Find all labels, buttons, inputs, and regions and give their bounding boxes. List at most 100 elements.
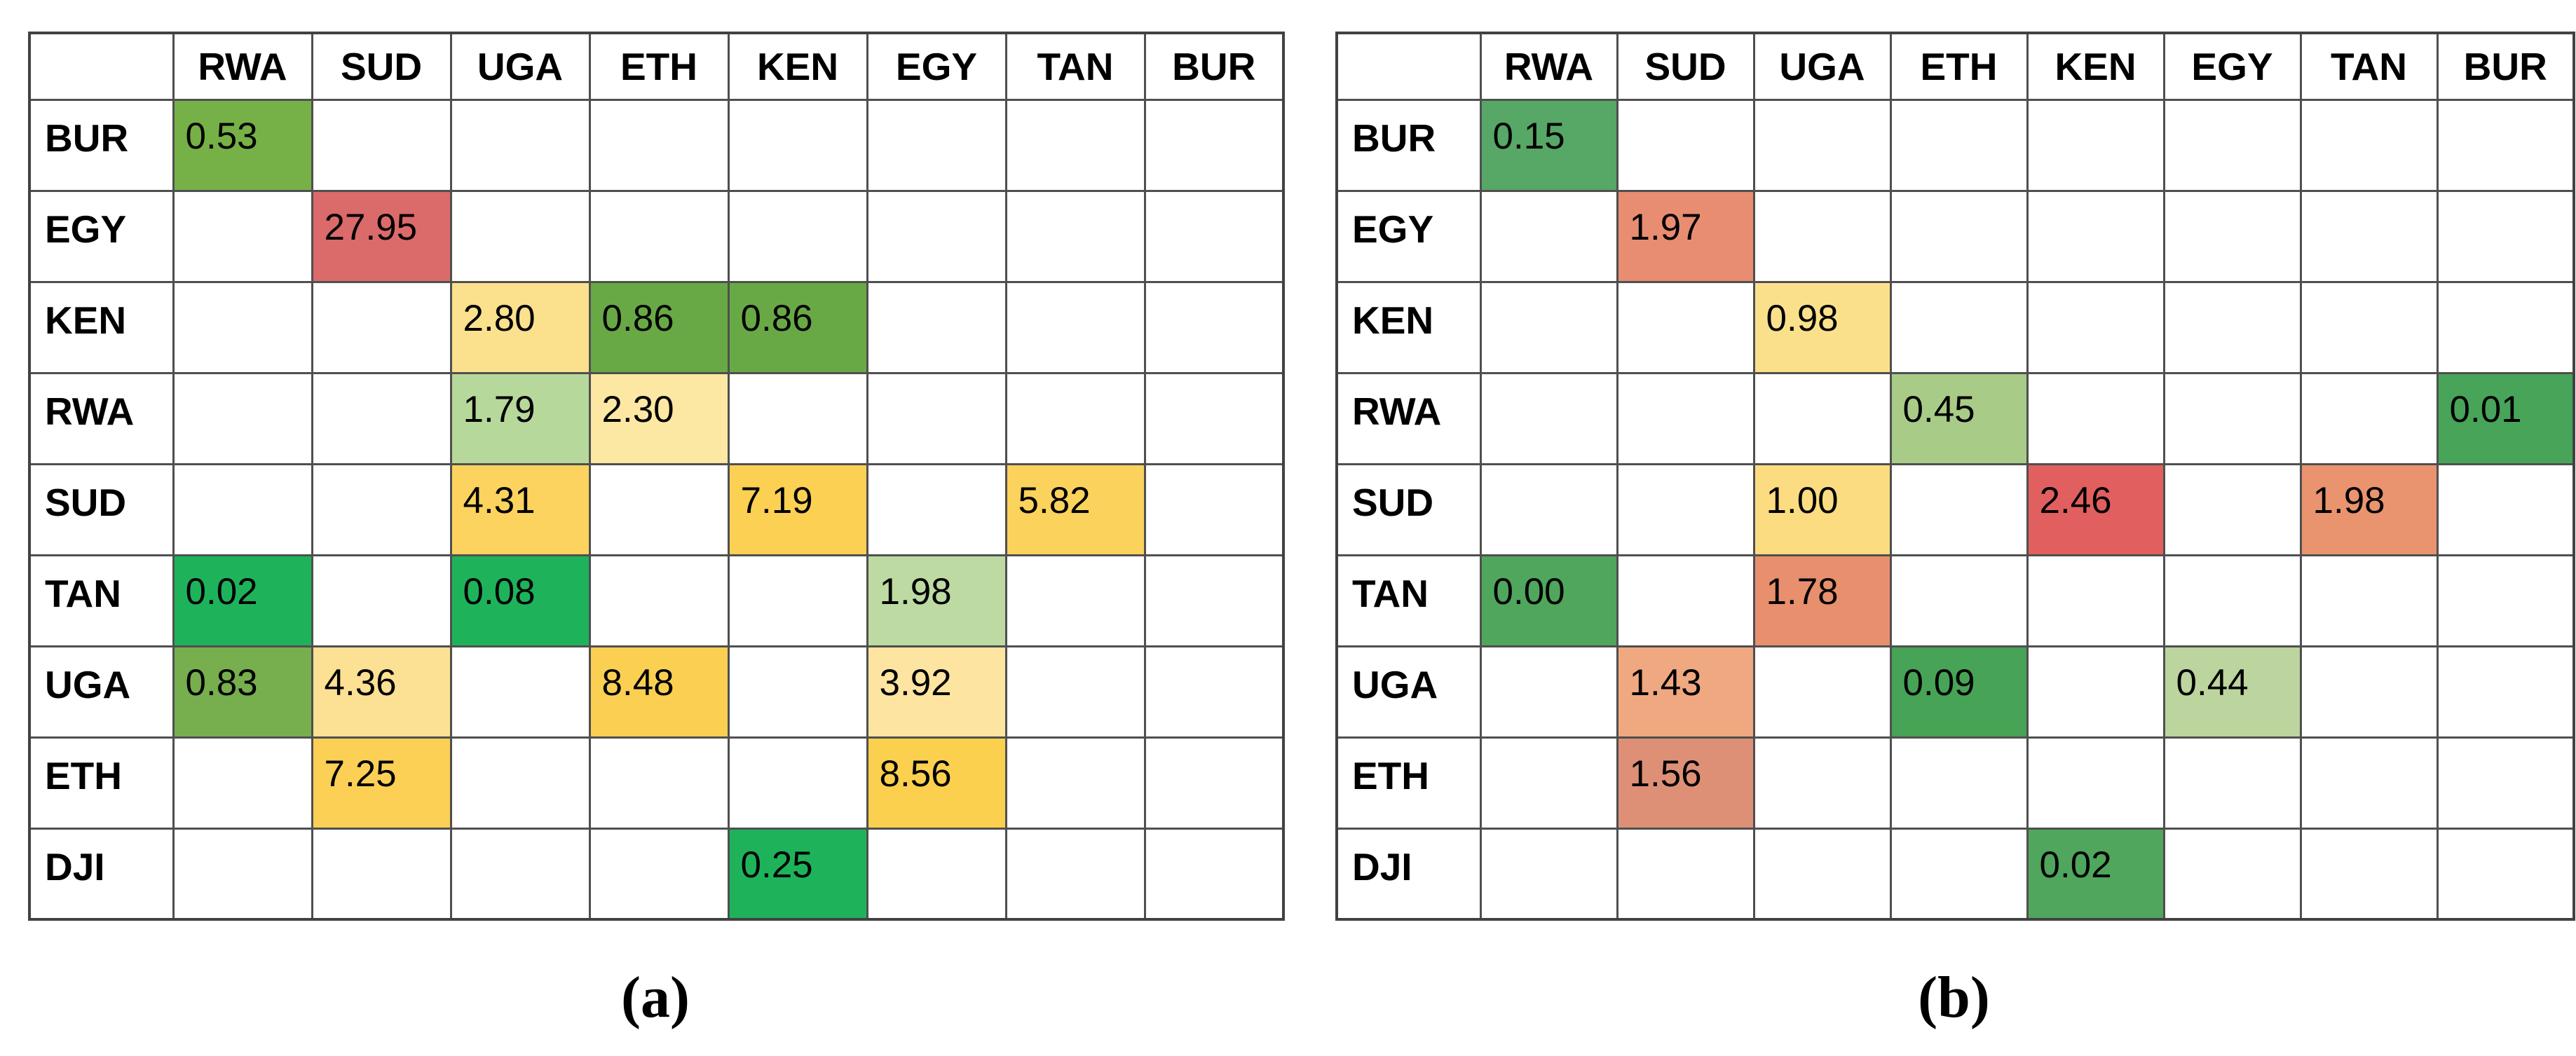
cell-ETH-BUR-empty <box>1143 736 1285 830</box>
cell-KEN-KEN: 0.86 <box>727 280 868 374</box>
cell-SUD-KEN: 7.19 <box>727 462 868 556</box>
table-row-EGY: EGY 27.95 <box>28 189 1285 283</box>
corner-cell <box>1335 32 1482 101</box>
col-header-SUD: SUD <box>1616 32 1755 101</box>
cell-TAN-KEN-empty <box>727 554 868 647</box>
row-header-DJI: DJI <box>1335 827 1482 921</box>
cell-UGA-KEN-empty <box>727 645 868 739</box>
cell-EGY-EGY-empty <box>2162 189 2302 283</box>
cell-BUR-TAN-empty <box>1004 98 1146 192</box>
cell-TAN-EGY: 1.98 <box>866 554 1007 647</box>
cell-UGA-RWA: 0.83 <box>172 645 313 739</box>
cell-UGA-TAN-empty <box>1004 645 1146 739</box>
row-header-KEN: KEN <box>28 280 175 374</box>
row-header-BUR: BUR <box>1335 98 1482 192</box>
cell-KEN-BUR-empty <box>2436 280 2575 374</box>
heatmap-table-b: RWA SUD UGA ETH KEN EGY TAN BUR BUR 0.15 EGY 1.97 KE… <box>1335 32 2575 921</box>
cell-DJI-RWA-empty <box>1479 827 1618 921</box>
cell-DJI-SUD-empty <box>311 827 452 921</box>
cell-DJI-SUD-empty <box>1616 827 1755 921</box>
cell-BUR-ETH-empty <box>588 98 730 192</box>
cell-ETH-UGA-empty <box>449 736 591 830</box>
cell-UGA-BUR-empty <box>2436 645 2575 739</box>
row-header-ETH: ETH <box>1335 736 1482 830</box>
table-row-DJI: DJI 0.25 <box>28 827 1285 921</box>
cell-TAN-ETH-empty <box>1889 554 2029 647</box>
table-row-KEN: KEN 0.98 <box>1335 280 2575 374</box>
cell-ETH-UGA-empty <box>1752 736 1892 830</box>
header-row: RWA SUD UGA ETH KEN EGY TAN BUR <box>1335 32 2575 101</box>
cell-ETH-ETH-empty <box>588 736 730 830</box>
cell-TAN-TAN-empty <box>1004 554 1146 647</box>
cell-TAN-EGY-empty <box>2162 554 2302 647</box>
table-row-DJI: DJI 0.02 <box>1335 827 2575 921</box>
cell-EGY-SUD: 27.95 <box>311 189 452 283</box>
cell-RWA-TAN-empty <box>1004 371 1146 465</box>
cell-UGA-UGA-empty <box>449 645 591 739</box>
row-header-EGY: EGY <box>28 189 175 283</box>
cell-SUD-TAN: 1.98 <box>2299 462 2439 556</box>
cell-DJI-EGY-empty <box>2162 827 2302 921</box>
table-row-KEN: KEN 2.80 0.86 0.86 <box>28 280 1285 374</box>
cell-UGA-BUR-empty <box>1143 645 1285 739</box>
cell-DJI-BUR-empty <box>1143 827 1285 921</box>
cell-EGY-RWA-empty <box>1479 189 1618 283</box>
heatmap-table-a: RWA SUD UGA ETH KEN EGY TAN BUR BUR 0.53 EGY 27.95 K… <box>28 32 1285 921</box>
cell-SUD-TAN: 5.82 <box>1004 462 1146 556</box>
cell-TAN-BUR-empty <box>1143 554 1285 647</box>
cell-UGA-ETH: 0.09 <box>1889 645 2029 739</box>
cell-EGY-EGY-empty <box>866 189 1007 283</box>
col-header-UGA: UGA <box>1752 32 1892 101</box>
cell-EGY-BUR-empty <box>2436 189 2575 283</box>
cell-BUR-UGA-empty <box>1752 98 1892 192</box>
row-header-ETH: ETH <box>28 736 175 830</box>
cell-SUD-RWA-empty <box>172 462 313 556</box>
cell-SUD-RWA-empty <box>1479 462 1618 556</box>
cell-SUD-BUR-empty <box>2436 462 2575 556</box>
caption-b: (b) <box>1918 965 1990 1030</box>
cell-KEN-SUD-empty <box>1616 280 1755 374</box>
cell-ETH-KEN-empty <box>727 736 868 830</box>
cell-BUR-KEN-empty <box>2026 98 2165 192</box>
cell-RWA-BUR: 0.01 <box>2436 371 2575 465</box>
table-row-BUR: BUR 0.15 <box>1335 98 2575 192</box>
cell-EGY-SUD: 1.97 <box>1616 189 1755 283</box>
cell-EGY-UGA-empty <box>449 189 591 283</box>
table-row-BUR: BUR 0.53 <box>28 98 1285 192</box>
cell-KEN-ETH: 0.86 <box>588 280 730 374</box>
cell-RWA-EGY-empty <box>2162 371 2302 465</box>
table-row-TAN: TAN 0.02 0.08 1.98 <box>28 554 1285 647</box>
cell-KEN-EGY-empty <box>2162 280 2302 374</box>
cell-UGA-EGY: 3.92 <box>866 645 1007 739</box>
cell-ETH-EGY-empty <box>2162 736 2302 830</box>
cell-SUD-SUD-empty <box>1616 462 1755 556</box>
cell-TAN-SUD-empty <box>1616 554 1755 647</box>
cell-SUD-ETH-empty <box>1889 462 2029 556</box>
cell-RWA-RWA-empty <box>1479 371 1618 465</box>
cell-DJI-KEN: 0.25 <box>727 827 868 921</box>
cell-RWA-ETH: 2.30 <box>588 371 730 465</box>
cell-BUR-SUD-empty <box>1616 98 1755 192</box>
cell-TAN-UGA: 0.08 <box>449 554 591 647</box>
col-header-RWA: RWA <box>1479 32 1618 101</box>
cell-EGY-ETH-empty <box>1889 189 2029 283</box>
cell-ETH-RWA-empty <box>1479 736 1618 830</box>
cell-EGY-UGA-empty <box>1752 189 1892 283</box>
cell-DJI-ETH-empty <box>588 827 730 921</box>
cell-RWA-SUD-empty <box>1616 371 1755 465</box>
cell-BUR-RWA: 0.53 <box>172 98 313 192</box>
cell-UGA-RWA-empty <box>1479 645 1618 739</box>
col-header-TAN: TAN <box>1004 32 1146 101</box>
cell-KEN-KEN-empty <box>2026 280 2165 374</box>
cell-SUD-UGA: 4.31 <box>449 462 591 556</box>
cell-BUR-TAN-empty <box>2299 98 2439 192</box>
row-header-RWA: RWA <box>28 371 175 465</box>
cell-ETH-SUD: 1.56 <box>1616 736 1755 830</box>
cell-KEN-RWA-empty <box>1479 280 1618 374</box>
col-header-BUR: BUR <box>1143 32 1285 101</box>
cell-KEN-EGY-empty <box>866 280 1007 374</box>
table-row-UGA: UGA 1.43 0.09 0.44 <box>1335 645 2575 739</box>
table-row-ETH: ETH 7.25 8.56 <box>28 736 1285 830</box>
cell-DJI-EGY-empty <box>866 827 1007 921</box>
cell-RWA-BUR-empty <box>1143 371 1285 465</box>
